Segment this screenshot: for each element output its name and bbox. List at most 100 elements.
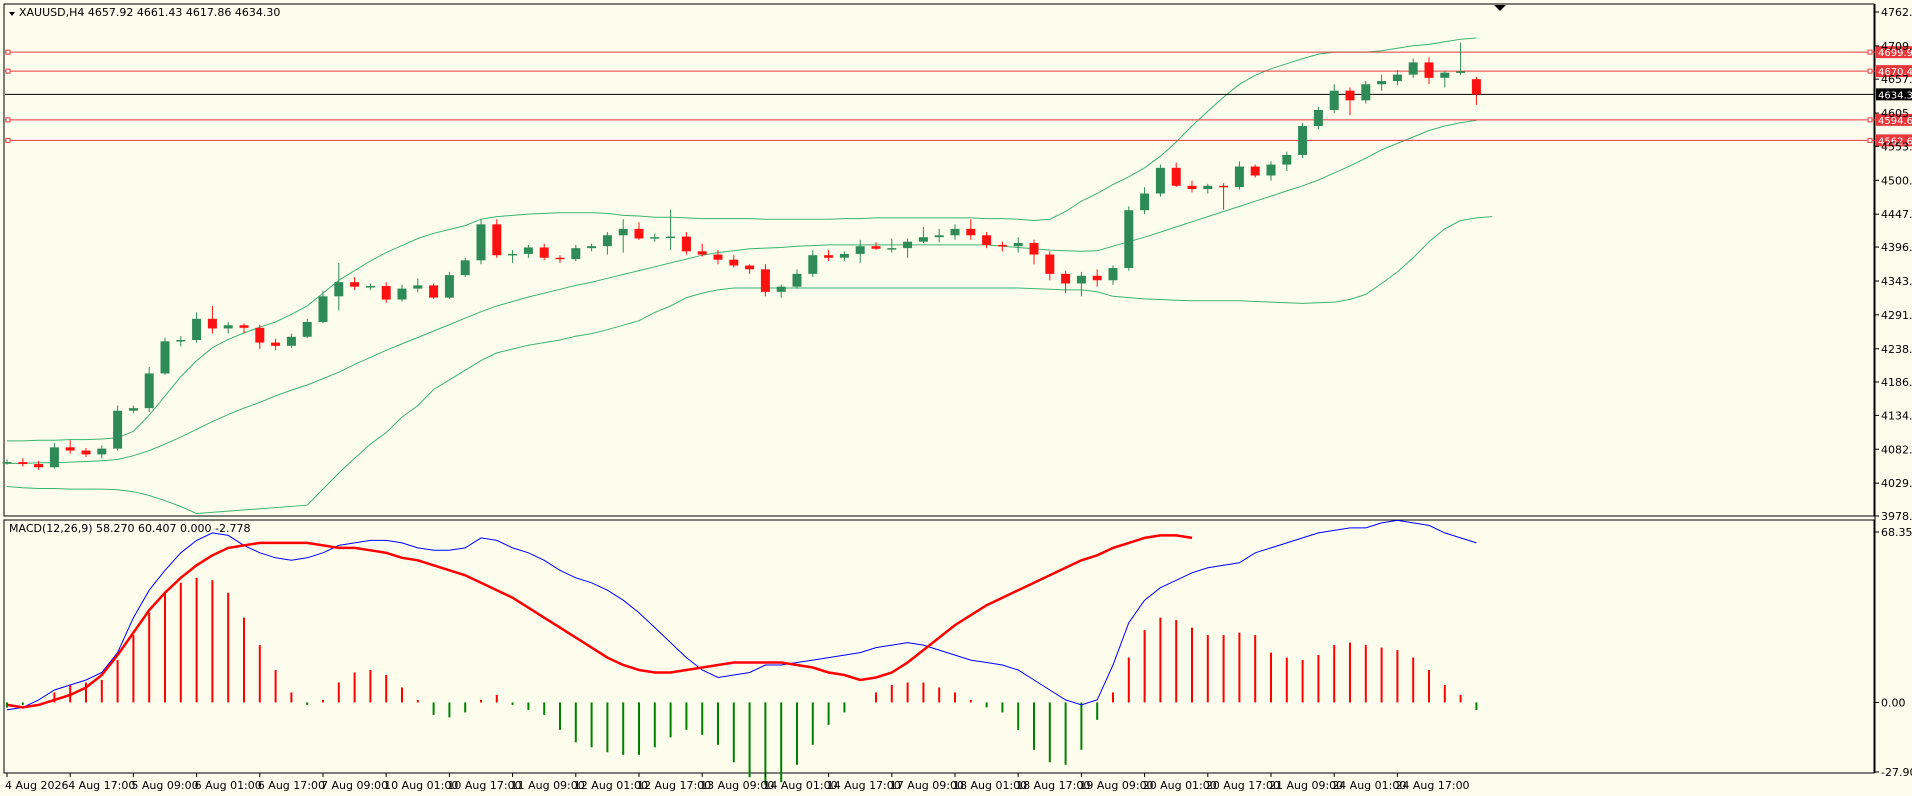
candle-bull (903, 241, 913, 249)
candle-bull (1440, 72, 1450, 78)
candle-bull (571, 248, 581, 260)
candle-bull (1124, 210, 1134, 269)
time-tick-label: 18 Aug 17:00 (1016, 779, 1090, 792)
price-tick-label: 4500.50 (1881, 174, 1912, 187)
price-tick-label: 4553.45 (1881, 140, 1912, 153)
level-handle-left (5, 68, 11, 74)
time-tick-label: 19 Aug 09:00 (1079, 779, 1153, 792)
candle-bull (934, 235, 944, 238)
level-price-tag (1876, 65, 1912, 78)
candle-bull (1282, 154, 1292, 165)
candle-bull (160, 341, 170, 374)
level-handle-right (1867, 117, 1873, 123)
main-chart-pane[interactable] (3, 3, 1875, 517)
price-tick-label: 3978.15 (1881, 510, 1912, 523)
level-handle-right (1867, 137, 1873, 143)
candle-bull (1076, 275, 1086, 284)
candle-bear (997, 244, 1007, 247)
horizontal-levels[interactable]: 4699.97 4670.46 4634.30 4594.62 4562.65 (5, 46, 1912, 147)
candle-bull (1456, 71, 1466, 73)
candle-bull (476, 224, 486, 261)
candle-bull (1329, 90, 1339, 110)
bollinger-upper-line (7, 37, 1477, 442)
candle-bear (555, 257, 565, 260)
candle-bull (523, 247, 533, 254)
price-tick-label: 4605.20 (1881, 107, 1912, 120)
candle-bear (982, 235, 992, 245)
candle-bull (587, 246, 597, 249)
time-tick-label: 18 Aug 01:00 (953, 779, 1027, 792)
time-tick-label: 4 Aug 17:00 (68, 779, 135, 792)
level-price-label: 4594.62 (1878, 116, 1912, 127)
candle-bear (1029, 242, 1039, 255)
bollinger-middle-line (7, 119, 1477, 464)
price-tick-label: 4657.95 (1881, 73, 1912, 86)
candle-bull (113, 410, 123, 449)
candle-bull (1155, 167, 1165, 194)
level-price-label: 4562.65 (1878, 136, 1912, 147)
price-tick-label: 4134.70 (1881, 409, 1912, 422)
candle-bull (223, 325, 233, 329)
price-tick-label: 4291.15 (1881, 309, 1912, 322)
time-tick-label: 6 Aug 01:00 (195, 779, 262, 792)
candle-bear (634, 228, 644, 239)
price-tick-label: 4343.90 (1881, 275, 1912, 288)
time-tick-label: 14 Aug 01:00 (763, 779, 837, 792)
time-tick-label: 24 Aug 17:00 (1395, 779, 1469, 792)
candle-bull (950, 228, 960, 236)
candle-bull (365, 286, 375, 288)
candle-bear (271, 342, 281, 346)
candle-bull (776, 286, 786, 292)
candle-bear (539, 247, 549, 258)
candles (2, 42, 1481, 470)
chart-shift-icon[interactable] (1494, 5, 1506, 11)
candle-bull (1361, 84, 1371, 101)
candle-bull (887, 248, 897, 250)
candle-bear (1250, 166, 1260, 176)
candle-bull (397, 288, 407, 300)
candle-bear (1092, 275, 1102, 281)
candle-bull (1313, 109, 1323, 127)
candle-bull (2, 462, 12, 464)
time-tick-label: 12 Aug 01:00 (574, 779, 648, 792)
candle-bull (49, 447, 59, 468)
time-tick-label: 7 Aug 09:00 (321, 779, 388, 792)
candle-bull (650, 237, 660, 239)
time-tick-label: 12 Aug 17:00 (637, 779, 711, 792)
level-handle-right (1867, 49, 1873, 55)
price-tick-label: 4709.70 (1881, 40, 1912, 53)
price-tick-label: 4396.65 (1881, 241, 1912, 254)
macd-pane[interactable] (3, 519, 1875, 774)
candle-bull (176, 340, 186, 342)
candle-bull (508, 253, 518, 256)
candle-bear (824, 255, 834, 258)
candle-bear (1061, 273, 1071, 284)
candle-bull (1392, 74, 1402, 82)
candle-bull (1266, 164, 1276, 176)
level-price-tag (1876, 134, 1912, 147)
level-price-tag (1876, 113, 1912, 126)
time-tick-label: 20 Aug 01:00 (1143, 779, 1217, 792)
dropdown-arrow-icon[interactable] (9, 12, 15, 16)
candle-bull (1140, 193, 1150, 211)
price-tick-label: 4029.30 (1881, 477, 1912, 490)
macd-line (6, 519, 1477, 711)
candle-bear (871, 246, 881, 249)
level-handle-left (5, 49, 11, 55)
candle-bear (760, 269, 770, 292)
candle-bear (492, 224, 502, 256)
candle-bull (444, 275, 454, 298)
level-handle-right (1867, 68, 1873, 74)
level-price-tag (1876, 46, 1912, 59)
price-tick-label: 4238.40 (1881, 343, 1912, 356)
candle-bear (713, 254, 723, 260)
candle-bull (302, 322, 312, 337)
time-tick-label: 10 Aug 01:00 (384, 779, 458, 792)
level-handle-left (5, 117, 11, 123)
candle-bear (381, 286, 391, 300)
level-price-label: 4634.30 (1878, 90, 1912, 101)
candle-bear (34, 464, 44, 468)
macd-signal-line (6, 534, 1193, 709)
time-tick-label: 13 Aug 09:00 (700, 779, 774, 792)
